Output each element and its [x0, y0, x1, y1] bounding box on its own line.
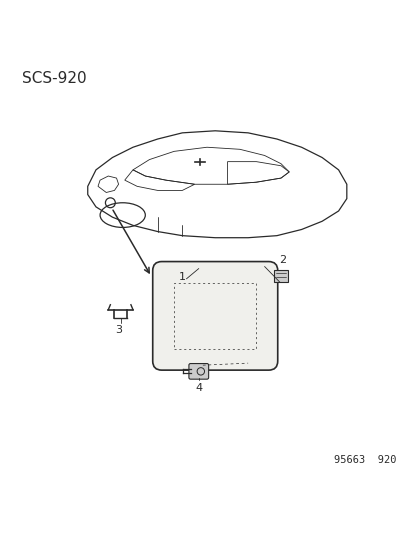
Text: SCS-920: SCS-920: [22, 71, 86, 86]
FancyBboxPatch shape: [152, 262, 277, 370]
Text: 3: 3: [115, 325, 122, 335]
Text: 95663  920: 95663 920: [333, 455, 395, 465]
Text: 2: 2: [279, 255, 286, 265]
FancyBboxPatch shape: [188, 364, 208, 379]
Text: 1: 1: [178, 272, 185, 282]
FancyBboxPatch shape: [273, 270, 288, 282]
Bar: [174, 283, 256, 349]
Text: 4: 4: [195, 383, 202, 393]
